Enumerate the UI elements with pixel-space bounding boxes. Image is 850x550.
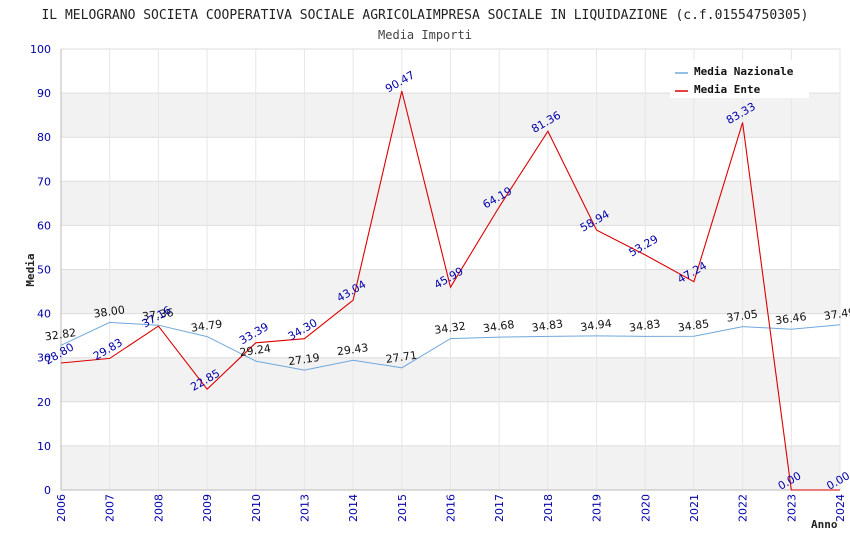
data-label-nazionale: 34.85 xyxy=(677,317,710,334)
x-tick-label: 2016 xyxy=(445,494,458,522)
x-tick-label: 2007 xyxy=(104,494,117,522)
data-label-nazionale: 29.24 xyxy=(239,342,272,359)
x-tick-label: 2018 xyxy=(542,494,555,522)
x-tick-label: 2015 xyxy=(396,494,409,522)
series-lines xyxy=(60,90,841,491)
y-tick-label: 10 xyxy=(37,440,51,453)
x-tick-label: 2021 xyxy=(688,494,701,522)
x-tick-label: 2010 xyxy=(250,494,263,522)
y-tick-label: 0 xyxy=(44,484,51,497)
data-label-nazionale: 37.49 xyxy=(823,306,850,323)
chart-subtitle: Media Importi xyxy=(378,28,472,42)
y-tick-label: 100 xyxy=(30,43,51,56)
y-tick-label: 90 xyxy=(37,87,51,100)
x-axis-ticks: 2006 2007 2008 2009 2010 2013 2014 2015 2016 2017… xyxy=(55,494,847,522)
y-tick-label: 40 xyxy=(37,308,51,321)
data-label-nazionale: 36.46 xyxy=(774,310,807,327)
data-label-nazionale: 38.00 xyxy=(93,303,126,320)
y-axis-label: Media xyxy=(24,253,37,286)
x-tick-label: 2006 xyxy=(55,494,68,522)
data-label-nazionale: 27.71 xyxy=(385,349,418,366)
x-tick-label: 2014 xyxy=(347,494,360,522)
chart-title: IL MELOGRANO SOCIETA COOPERATIVA SOCIALE… xyxy=(41,8,808,23)
series-line-nazionale xyxy=(60,321,841,371)
data-label-nazionale: 29.43 xyxy=(336,341,369,358)
x-axis-label: Anno xyxy=(811,518,838,531)
y-tick-label: 80 xyxy=(37,131,51,144)
y-tick-label: 70 xyxy=(37,175,51,188)
data-label-nazionale: 34.68 xyxy=(482,318,515,335)
data-label-nazionale: 34.79 xyxy=(190,317,223,334)
data-label-nazionale: 34.83 xyxy=(531,317,564,334)
x-tick-label: 2013 xyxy=(298,494,311,522)
y-tick-label: 20 xyxy=(37,396,51,409)
y-tick-label: 60 xyxy=(37,219,51,232)
y-axis-ticks: 0 10 20 30 40 50 60 70 80 90 100 xyxy=(30,43,51,497)
grid-lines xyxy=(60,48,841,491)
data-label-nazionale: 32.82 xyxy=(44,326,77,343)
x-tick-label: 2019 xyxy=(591,494,604,522)
x-tick-label: 2009 xyxy=(201,494,214,522)
data-label-nazionale: 37.05 xyxy=(726,308,759,325)
data-label-nazionale: 34.32 xyxy=(434,320,467,337)
x-tick-label: 2022 xyxy=(737,494,750,522)
legend-item-ente: Media Ente xyxy=(694,83,761,96)
series-line-ente xyxy=(60,90,840,491)
legend-box xyxy=(670,60,809,98)
data-label-nazionale: 27.19 xyxy=(287,351,320,368)
data-label-nazionale: 37.36 xyxy=(141,306,174,323)
y-tick-label: 30 xyxy=(37,352,51,365)
x-tick-label: 2024 xyxy=(834,494,847,522)
data-label-nazionale: 34.83 xyxy=(628,317,661,334)
x-tick-label: 2020 xyxy=(639,494,652,522)
data-label-nazionale: 34.94 xyxy=(580,317,613,334)
y-tick-label: 50 xyxy=(37,264,51,277)
legend-item-nazionale: Media Nazionale xyxy=(694,65,794,78)
x-tick-label: 2008 xyxy=(152,494,165,522)
x-tick-label: 2023 xyxy=(785,494,798,522)
x-tick-label: 2017 xyxy=(493,494,506,522)
legend: Media Nazionale Media Ente xyxy=(670,60,809,98)
